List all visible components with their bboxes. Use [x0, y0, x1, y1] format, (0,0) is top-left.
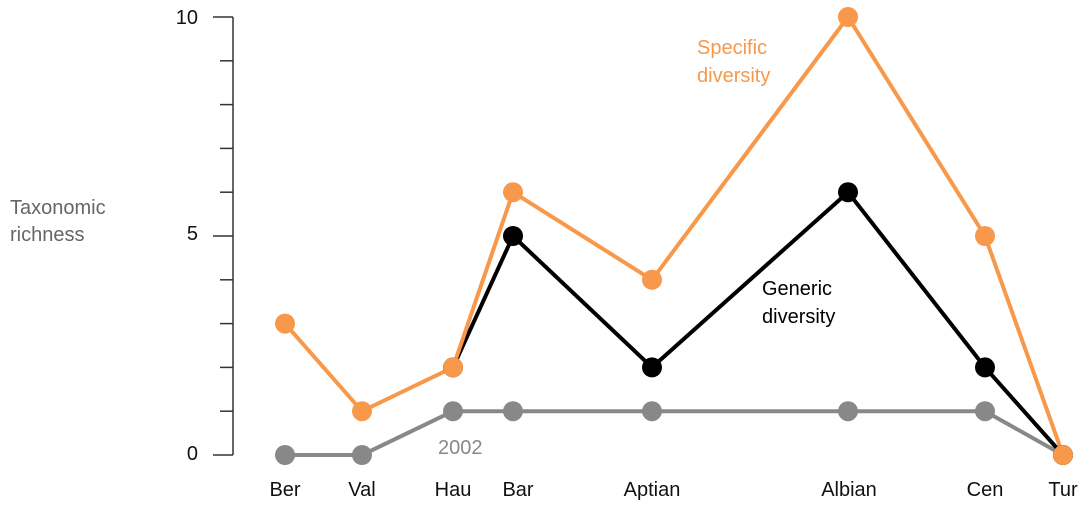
- series-line-generic-diversity: [451, 190, 1065, 457]
- series-line-2002: [283, 409, 1065, 457]
- specific-diversity-label-line-1: Specific: [697, 37, 768, 59]
- series-layer: [275, 7, 1073, 465]
- x-tick-label-tur: Tur: [1048, 479, 1078, 501]
- data-point-specific-diversity-ber: [275, 313, 295, 334]
- specific-diversity-label: Specific diversity: [697, 34, 770, 90]
- x-tick-label-aptian: Aptian: [623, 479, 681, 501]
- data-point-generic-diversity-bar: [503, 226, 523, 246]
- year-2002-label: 2002: [438, 437, 483, 459]
- generic-diversity-label-line-2: diversity: [762, 306, 836, 328]
- y-tick-label-10: 10: [175, 7, 198, 29]
- x-tick-label-albian: Albian: [821, 479, 877, 501]
- data-point-specific-diversity-hau: [443, 357, 463, 378]
- x-tick-label-hau: Hau: [434, 479, 472, 501]
- x-tick-label-val: Val: [348, 479, 376, 501]
- y-axis-label-line-1: Taxonomic: [10, 197, 106, 219]
- y-axis-label-line-2: richness: [10, 224, 85, 246]
- specific-diversity-label-line-2: diversity: [697, 65, 771, 87]
- data-point-2002-ber: [275, 445, 295, 465]
- generic-diversity-label: Generic diversity: [762, 275, 835, 331]
- data-point-specific-diversity-tur: [1053, 445, 1073, 465]
- data-point-generic-diversity-cen: [975, 357, 995, 378]
- data-point-specific-diversity-cen: [975, 226, 995, 246]
- series-line-specific-diversity: [283, 15, 1065, 457]
- x-tick-label-ber: Ber: [269, 479, 301, 501]
- data-point-2002-hau: [443, 401, 463, 422]
- y-tick-label-5: 5: [186, 223, 198, 245]
- y-axis-label: Taxonomic richness: [10, 195, 106, 249]
- x-tick-label-cen: Cen: [966, 479, 1004, 501]
- data-point-2002-val: [352, 445, 372, 465]
- data-point-specific-diversity-aptian: [642, 269, 662, 290]
- x-tick-label-bar: Bar: [502, 479, 534, 501]
- data-point-generic-diversity-aptian: [642, 357, 662, 378]
- data-point-2002-albian: [838, 401, 858, 422]
- data-point-2002-cen: [975, 401, 995, 422]
- data-point-specific-diversity-val: [352, 401, 372, 422]
- y-tick-label-0: 0: [186, 443, 198, 465]
- y-axis: [213, 16, 234, 456]
- data-point-specific-diversity-bar: [503, 182, 523, 203]
- generic-diversity-label-line-1: Generic: [762, 278, 833, 300]
- data-point-2002-aptian: [642, 401, 662, 422]
- data-point-generic-diversity-albian: [838, 182, 858, 203]
- data-point-2002-bar: [503, 401, 523, 422]
- data-point-specific-diversity-albian: [838, 7, 858, 27]
